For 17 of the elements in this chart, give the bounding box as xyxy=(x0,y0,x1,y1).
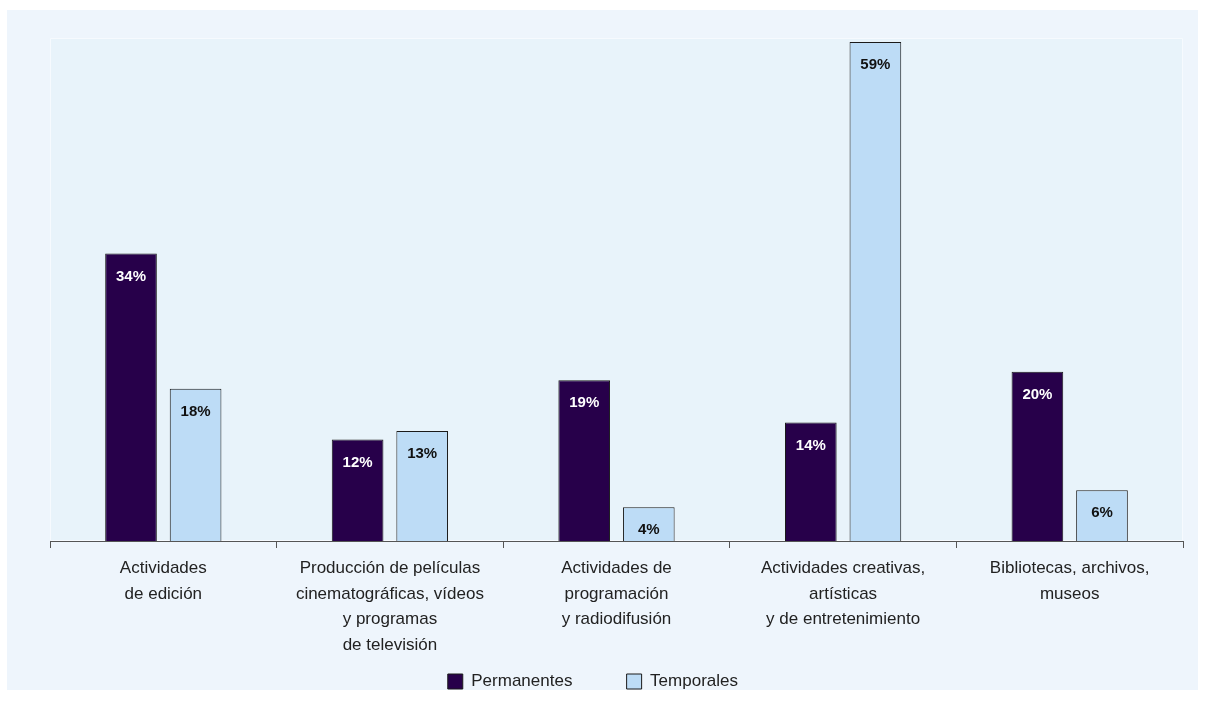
data-label: 18% xyxy=(180,401,211,419)
data-label: 12% xyxy=(342,452,373,470)
data-label: 14% xyxy=(795,435,826,453)
legend-label: Permanentes xyxy=(471,671,620,691)
x-tick-label: Actividades de programación y radiodifusión xyxy=(561,558,672,629)
x-tick-label: Actividades de edición xyxy=(119,558,207,603)
data-label: 59% xyxy=(860,55,891,73)
data-label: 34% xyxy=(115,266,147,284)
x-tick-label: Bibliotecas, archivos, museos xyxy=(989,558,1150,603)
data-label: 6% xyxy=(1091,503,1113,521)
legend-label: Temporales xyxy=(650,671,786,691)
x-tick-label: Actividades creativas, artísticas y de entretenimiento xyxy=(760,558,926,629)
data-label: 19% xyxy=(569,393,600,411)
data-label: 13% xyxy=(407,444,438,462)
data-label: 20% xyxy=(1022,384,1053,402)
data-label: 4% xyxy=(637,520,660,538)
x-tick-label: Producción de películas cinematográficas, vídeos y programas de televisión xyxy=(295,558,484,654)
